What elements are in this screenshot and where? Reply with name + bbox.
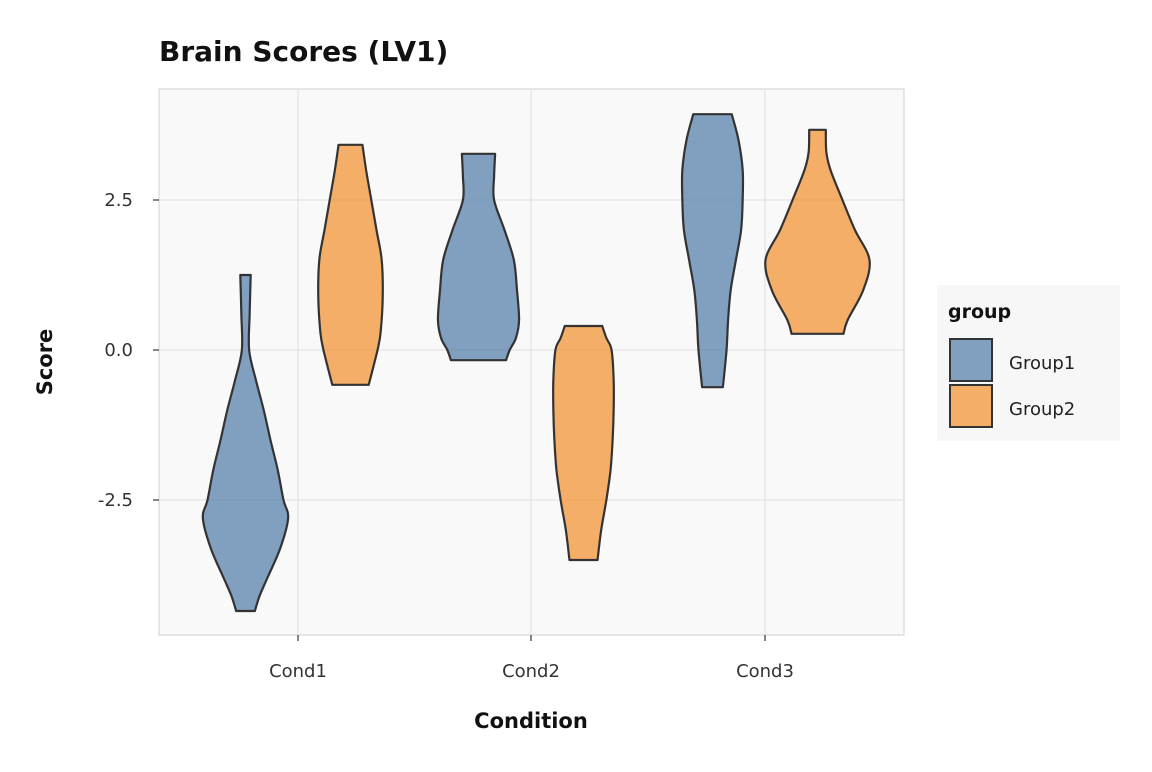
x-axis-label: Condition — [474, 709, 588, 733]
y-tick-label: 2.5 — [104, 190, 133, 211]
violins — [201, 113, 871, 613]
legend-label-group2: Group2 — [1009, 399, 1075, 420]
x-tick-label: Cond1 — [269, 661, 327, 682]
y-axis-label: Score — [33, 329, 57, 396]
legend-title: group — [948, 301, 1011, 323]
axes: 2.5 0.0 -2.5 Cond1 Cond2 Cond3 — [98, 190, 794, 682]
x-tick-label: Cond2 — [502, 661, 560, 682]
violin-group1-cond2 — [436, 152, 521, 362]
violin-group2-cond1 — [317, 143, 384, 386]
legend-label-group1: Group1 — [1009, 353, 1075, 374]
x-tick-label: Cond3 — [736, 661, 794, 682]
chart-title: Brain Scores (LV1) — [159, 35, 448, 68]
y-tick-label: 0.0 — [104, 340, 133, 361]
y-tick-label: -2.5 — [98, 490, 133, 511]
violin-group1-cond3 — [680, 113, 745, 389]
legend-key-group1 — [949, 338, 993, 382]
violin-group2-cond2 — [552, 324, 615, 562]
legend-key-group2 — [949, 384, 993, 428]
violin-group1-cond1 — [201, 273, 290, 613]
legend: group Group1 Group2 — [937, 285, 1120, 441]
violin-group2-cond3 — [764, 128, 871, 335]
